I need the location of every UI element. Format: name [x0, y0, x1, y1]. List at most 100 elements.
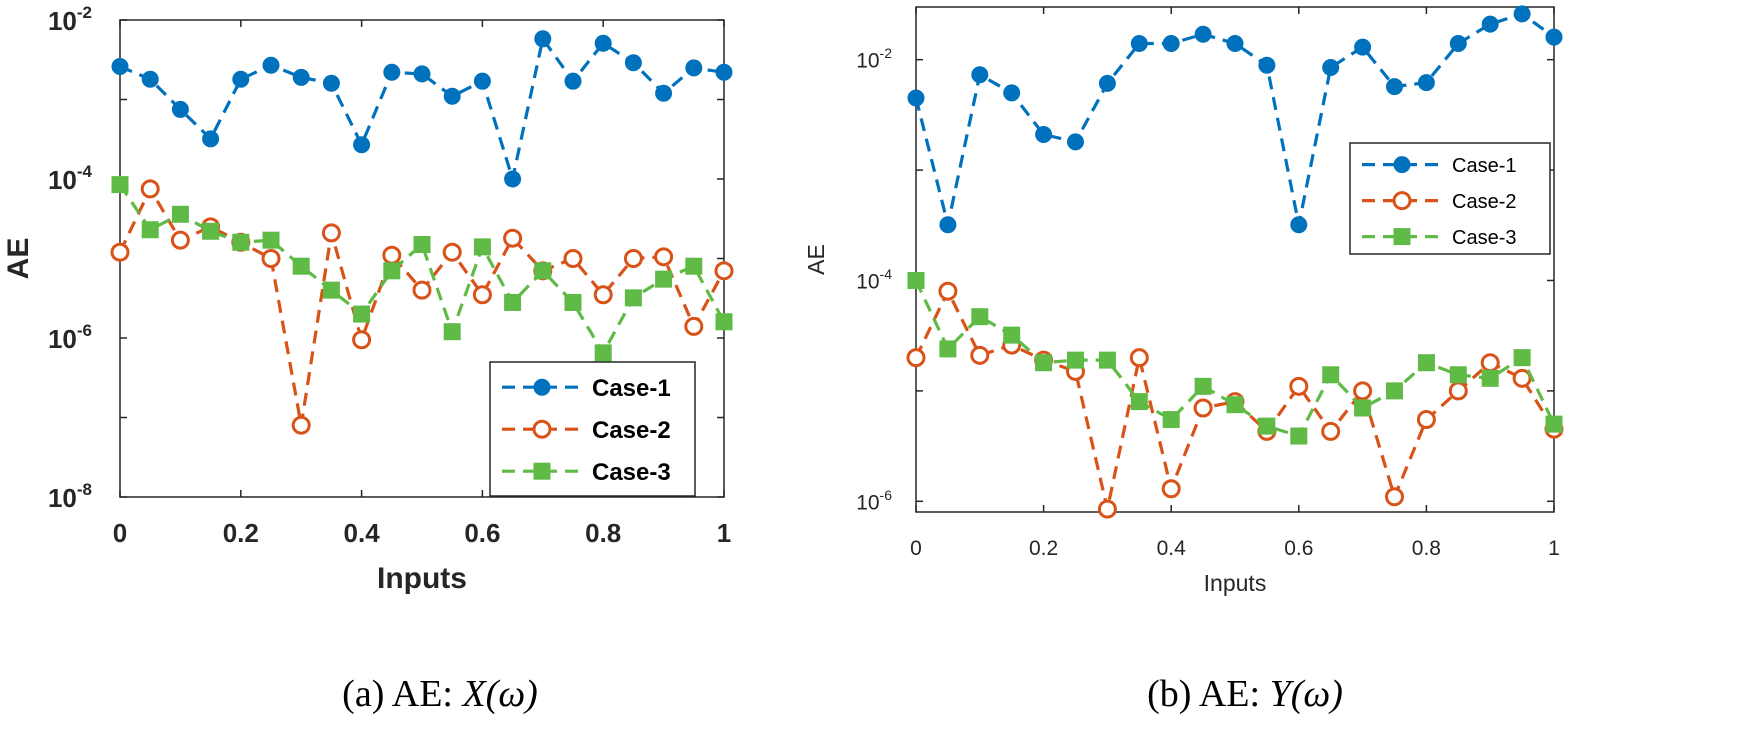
data-point — [412, 280, 432, 300]
data-point — [262, 231, 280, 249]
data-point — [170, 230, 190, 250]
series-case-1 — [111, 30, 733, 188]
data-point — [202, 222, 220, 240]
caption-b-math: Y(ω) — [1269, 673, 1343, 715]
data-point — [1097, 499, 1117, 519]
data-point — [443, 323, 461, 341]
data-point — [473, 72, 491, 90]
data-point — [292, 257, 310, 275]
data-point — [1258, 56, 1276, 74]
data-point — [1448, 381, 1468, 401]
y-tick-label: 10-8 — [48, 480, 92, 513]
data-point — [1130, 393, 1148, 411]
legend-marker — [532, 419, 552, 439]
data-point — [141, 221, 159, 239]
data-point — [413, 236, 431, 254]
legend-marker — [1393, 156, 1411, 174]
x-tick-label: 0.6 — [1284, 537, 1313, 560]
data-point — [111, 58, 129, 76]
legend-marker — [1393, 228, 1411, 246]
data-point — [1417, 354, 1435, 372]
data-point — [503, 228, 523, 248]
data-point — [261, 249, 281, 268]
data-point — [472, 285, 492, 305]
data-point — [1354, 399, 1372, 417]
data-point — [291, 415, 311, 435]
data-point — [1289, 376, 1309, 396]
data-point — [907, 89, 925, 107]
series-case-3 — [111, 176, 733, 362]
data-point — [140, 179, 160, 199]
data-point — [1481, 369, 1499, 387]
data-point — [534, 262, 552, 280]
data-point — [655, 84, 673, 102]
data-point — [111, 176, 129, 194]
data-point — [1098, 351, 1116, 369]
legend-label: Case-3 — [592, 459, 671, 486]
caption-b: (b) AE: Y(ω) — [1060, 672, 1430, 716]
data-point — [382, 245, 402, 265]
data-point — [939, 216, 957, 234]
x-tick-label: 0.4 — [1157, 537, 1187, 560]
x-tick-label: 0.8 — [585, 518, 621, 548]
x-axis-label: Inputs — [377, 562, 467, 595]
data-point — [715, 313, 733, 331]
data-point — [473, 238, 491, 256]
data-point — [383, 262, 401, 280]
data-point — [202, 130, 220, 148]
y-axis-label: AE — [2, 238, 35, 280]
data-point — [1194, 25, 1212, 43]
chart-a: 0 0.2 0.4 0.6 0.8 1 10-8 10-6 10-4 10-2 Inputs AE Ca… — [2, 3, 734, 595]
data-point — [1481, 15, 1499, 33]
data-point — [1258, 417, 1276, 435]
data-point — [504, 293, 522, 311]
data-point — [1545, 28, 1563, 46]
x-tick-label: 1 — [717, 518, 731, 548]
data-point — [1003, 326, 1021, 344]
caption-a: (a) AE: X(ω) — [250, 672, 630, 716]
data-point — [1321, 421, 1341, 441]
data-point — [504, 170, 522, 188]
data-point — [1161, 479, 1181, 499]
data-point — [1290, 427, 1308, 445]
x-tick-label: 0.6 — [464, 518, 500, 548]
data-point — [1385, 487, 1404, 507]
data-point — [594, 34, 612, 52]
data-point — [1193, 398, 1213, 418]
data-point — [171, 100, 189, 118]
data-point — [970, 345, 990, 365]
data-point — [322, 74, 340, 92]
data-point — [563, 249, 583, 268]
data-point — [1417, 74, 1435, 92]
data-point — [971, 308, 989, 326]
data-point — [1162, 411, 1180, 429]
data-point — [624, 289, 642, 307]
y-tick-label: 10-2 — [48, 3, 92, 36]
data-point — [171, 205, 189, 223]
data-point — [1449, 366, 1467, 384]
data-point — [906, 348, 926, 368]
y-tick-label: 10-6 — [48, 321, 92, 354]
data-point — [262, 56, 280, 74]
data-point — [1035, 126, 1053, 144]
data-point — [685, 257, 703, 275]
data-point — [232, 233, 250, 251]
data-point — [232, 70, 250, 88]
data-point — [534, 30, 552, 48]
data-point — [442, 242, 462, 262]
data-point — [443, 87, 461, 105]
legend-label: Case-1 — [592, 375, 671, 402]
data-point — [1512, 368, 1532, 388]
legend-label: Case-1 — [1452, 155, 1516, 177]
data-point — [1067, 133, 1084, 151]
data-point — [322, 281, 340, 299]
series-line — [118, 183, 726, 357]
data-point — [714, 261, 734, 281]
data-point — [1226, 396, 1244, 414]
series-case-1 — [907, 5, 1563, 234]
data-point — [564, 72, 582, 90]
legend-box — [1349, 142, 1551, 255]
data-point — [1354, 38, 1372, 56]
data-point — [353, 305, 371, 323]
caption-a-prefix: (a) AE: — [342, 673, 463, 715]
